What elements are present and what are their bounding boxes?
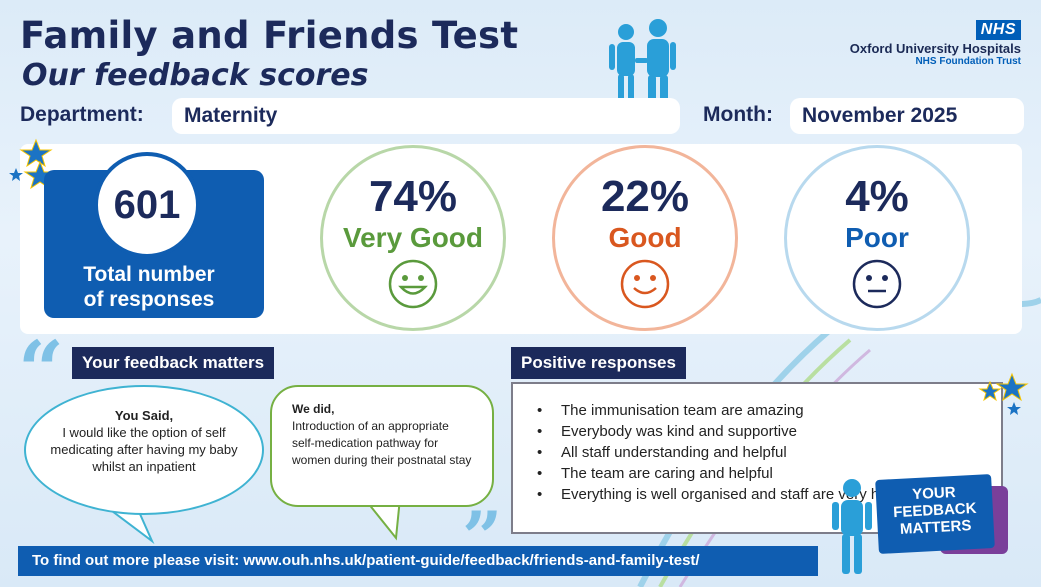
nhs-org-name: Oxford University Hospitals [849, 41, 1021, 56]
department-label: Department: [20, 103, 144, 126]
score-good-percent: 22% [600, 172, 690, 221]
nhs-trust-name: NHS Foundation Trust [915, 56, 1021, 67]
your-feedback-matters-badge: YOUR FEEDBACK MATTERS [875, 474, 995, 554]
total-responses-label: Total number of responses [44, 262, 254, 312]
score-poor-label: Poor [845, 222, 909, 253]
score-very-good-percent: 74% [368, 172, 458, 221]
you-said-title: You Said, [114, 408, 174, 423]
open-quote-icon: “ [18, 323, 65, 417]
feedback-matters-tag: Your feedback matters [72, 347, 275, 379]
total-responses-value: 601 [94, 152, 200, 258]
list-item: The team are caring and helpful [537, 463, 987, 484]
department-field: Maternity [172, 98, 680, 134]
month-label: Month: [703, 103, 773, 126]
list-item: All staff understanding and helpful [537, 442, 987, 463]
score-good-label: Good [608, 222, 682, 253]
we-did-text: Introduction of an appropriate self-medi… [292, 419, 472, 467]
nhs-logo: NHS Oxford University Hospitals NHS Foun… [850, 20, 1021, 67]
list-item: The immunisation team are amazing [537, 400, 987, 421]
smile-face-icon [620, 259, 670, 309]
score-poor: 4% Poor [784, 145, 970, 331]
you-said-bubble: You Said, I would like the option of sel… [24, 385, 264, 515]
footer-link-bar[interactable]: To find out more please visit: www.ouh.n… [18, 546, 818, 576]
nhs-badge: NHS [975, 20, 1021, 40]
total-label-line2: of responses [83, 288, 215, 311]
page-title: Family and Friends Test [20, 14, 519, 57]
score-poor-percent: 4% [845, 172, 909, 221]
list-item: Everything is well organised and staff a… [537, 484, 987, 505]
score-good: 22% Good [552, 145, 738, 331]
list-item: Everybody was kind and supportive [537, 421, 987, 442]
you-said-text: I would like the option of self medicati… [50, 425, 238, 474]
total-label-line1: Total number [83, 263, 215, 286]
score-very-good: 74% Very Good [320, 145, 506, 331]
we-did-title: We did, [292, 402, 335, 416]
we-did-bubble: We did, Introduction of an appropriate s… [270, 385, 494, 507]
score-very-good-label: Very Good [342, 222, 484, 253]
page-subtitle: Our feedback scores [22, 58, 369, 93]
star-icon [978, 372, 1029, 415]
month-field: November 2025 [790, 98, 1024, 134]
neutral-face-icon [852, 259, 902, 309]
person-icon [832, 479, 872, 574]
positive-responses-tag: Positive responses [511, 347, 686, 379]
happy-face-icon [388, 259, 438, 309]
